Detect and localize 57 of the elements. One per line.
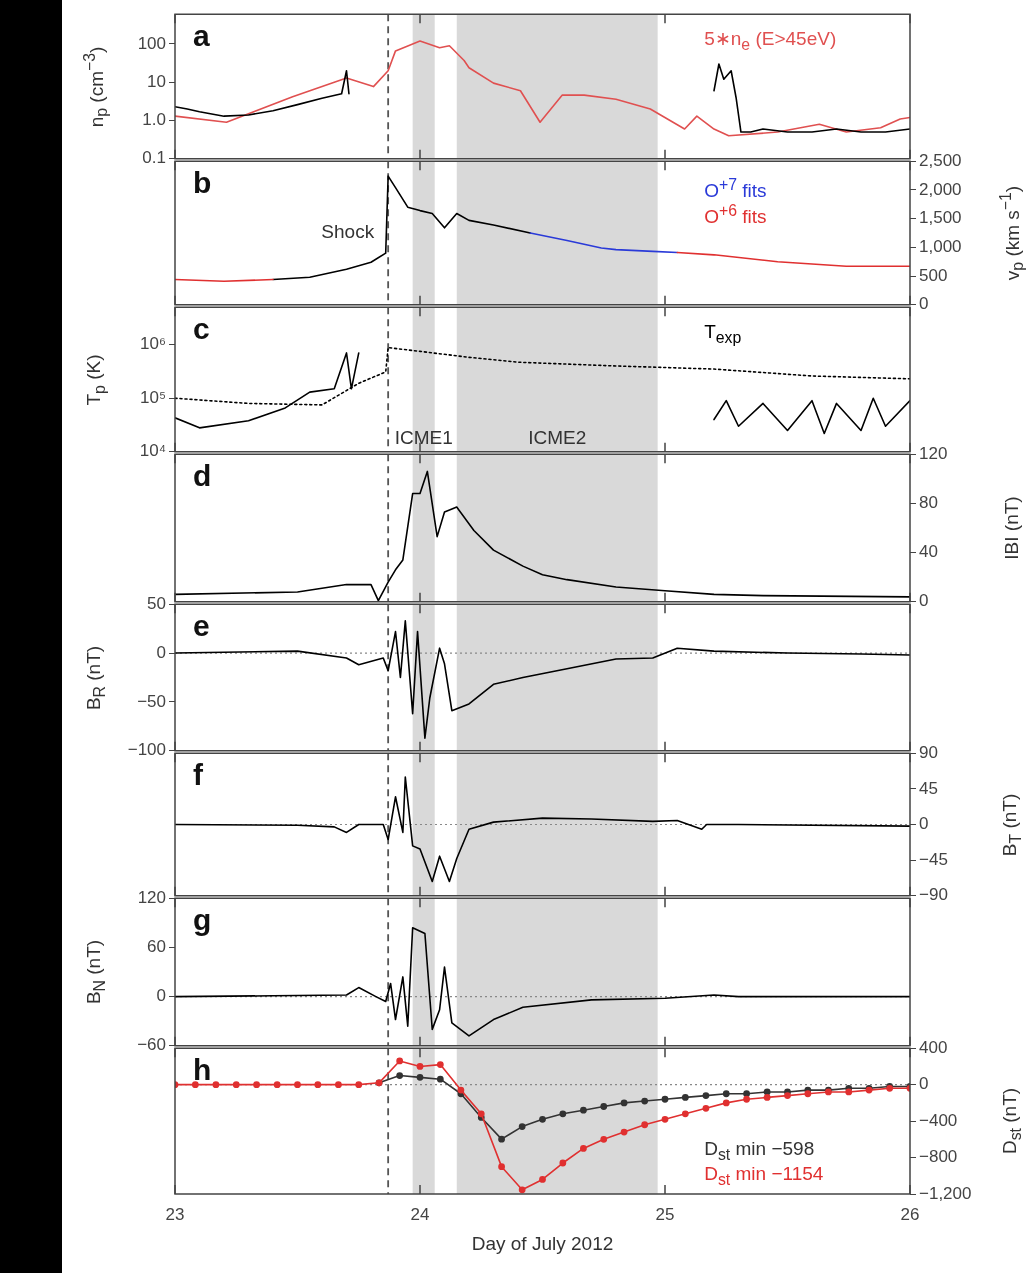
y2-tick-label: 40 xyxy=(919,542,938,562)
y2-tick-label: 80 xyxy=(919,493,938,513)
annotation: D$_{st}$ min −1154 xyxy=(704,1162,824,1188)
y-tick-label: 10 xyxy=(147,71,166,91)
y-tick-label: 10⁵ xyxy=(140,387,166,407)
x-tick-label: 23 xyxy=(165,1204,185,1224)
y2-tick-label: 120 xyxy=(919,443,948,463)
chart-title: c xyxy=(193,312,210,346)
chart-title: g xyxy=(193,903,212,937)
text: O$^{+7}$ fits xyxy=(704,175,767,202)
chart-title: a xyxy=(193,19,210,53)
y2-tick-label: 90 xyxy=(919,742,938,762)
y2-tick-label: 0 xyxy=(919,814,929,834)
y2-tick-label: −1,200 xyxy=(919,1183,972,1203)
annotation: D$_{st}$ min −598 xyxy=(704,1137,815,1163)
y2-tick-label: 400 xyxy=(919,1037,948,1057)
x-tick-label: 25 xyxy=(655,1204,675,1224)
y2-tick-label: 0 xyxy=(919,591,929,611)
y2-tick-label: −800 xyxy=(919,1147,958,1167)
y2-tick-label: 1,000 xyxy=(919,237,962,257)
y-tick-label: 100 xyxy=(137,33,166,53)
y-tick-label: 120 xyxy=(137,887,166,907)
y2-axis-title: IBI (nT) xyxy=(1000,496,1023,560)
y-tick-label: 10⁶ xyxy=(140,334,166,354)
y2-tick-label: 45 xyxy=(919,778,938,798)
chart-title: e xyxy=(193,609,210,643)
y-tick-label: 60 xyxy=(147,937,166,957)
y2-tick-label: 1,500 xyxy=(919,208,962,228)
y2-tick-label: −90 xyxy=(919,885,948,905)
y2-tick-label: 2,500 xyxy=(919,150,962,170)
x-tick-label: 24 xyxy=(410,1204,430,1224)
series-label: O$^{+6}$ fits xyxy=(704,201,767,228)
y2-tick-label: 500 xyxy=(919,265,948,285)
band-label: ICME2 xyxy=(528,426,587,448)
y-tick-label: 50 xyxy=(147,593,166,613)
y2-tick-label: 0 xyxy=(919,1074,929,1094)
chart-title: d xyxy=(193,459,212,493)
y-tick-label: 0 xyxy=(156,986,166,1006)
band-label: ICME1 xyxy=(394,426,453,448)
y-tick-label: −60 xyxy=(137,1035,166,1055)
x-tick-label: 26 xyxy=(900,1204,920,1224)
ref-line-label: Shock xyxy=(321,221,375,243)
y-tick-label: 0.1 xyxy=(142,148,166,168)
y2-tick-label: 2,000 xyxy=(919,179,962,199)
text: 5∗n$_{e}$ (E>45eV) xyxy=(704,27,837,53)
y2-tick-label: 0 xyxy=(919,294,929,314)
y-tick-label: 0 xyxy=(156,642,166,662)
y2-tick-label: −400 xyxy=(919,1110,958,1130)
series-label: T$_{exp}$ xyxy=(704,320,742,346)
y-tick-label: −50 xyxy=(137,691,166,711)
x-axis-title: Day of July 2012 xyxy=(471,1233,614,1255)
y2-tick-label: −45 xyxy=(919,849,948,869)
y-tick-label: 10⁴ xyxy=(139,441,166,461)
chart-title: b xyxy=(193,166,212,200)
chart-title: f xyxy=(193,758,204,792)
y-tick-label: 1.0 xyxy=(142,110,166,130)
y-tick-label: −100 xyxy=(127,740,166,760)
